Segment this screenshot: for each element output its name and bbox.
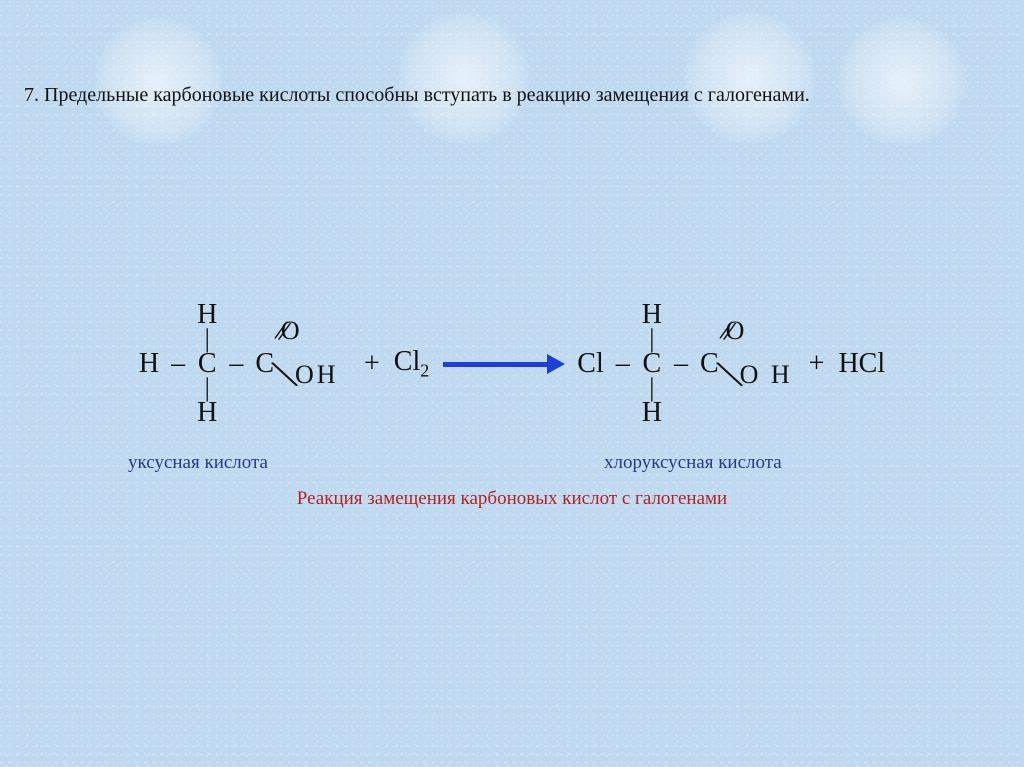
carboxyl-group: C ⫽ O ╲ O H [700,348,795,380]
atom-c: C [255,350,274,378]
bond: ╲ [273,360,297,390]
bond: – [227,350,245,378]
molecule-acetic-acid: H – H | C | H – C ⫽ O ╲ OH [139,300,350,427]
label-acetic-acid: уксусная кислота [128,452,268,474]
molecule-chloroacetic-acid: Cl – H | C | H – C ⫽ O ╲ O H [577,300,794,427]
molecule-cl2: Cl2 [394,346,429,382]
carboxyl-group: C ⫽ O ╲ OH [255,348,350,380]
atom-oh: OH [295,362,339,388]
plus-sign: + [809,348,825,380]
question-text: 7. Предельные карбоновые кислоты способн… [24,82,996,109]
atom-cl: Cl [577,350,603,378]
carbon-column: H | C | H [197,300,217,427]
arrow-shaft [443,362,553,367]
plus-sign: + [364,348,380,380]
bg-halo [684,12,816,144]
label-chloroacetic-acid: хлоруксусная кислота [604,452,782,474]
double-bond-o: ⫽ O [277,318,299,344]
subscript: 2 [420,360,429,380]
bond: ╲ [718,360,742,390]
bg-halo [398,12,530,144]
reaction-caption: Реакция замещения карбоновых кислот с га… [0,488,1024,510]
bond-vertical: | [649,329,654,349]
double-bond-o: ⫽ O [722,318,744,344]
atom-oh: O H [740,362,793,388]
bond-vertical: | [205,329,210,349]
reaction-arrow [443,357,563,371]
atom-h: H [139,350,159,378]
bond: – [672,350,690,378]
atom-h: H [197,398,217,427]
hydroxyl: ╲ OH [277,362,338,388]
question-number: 7. [24,84,39,106]
hydroxyl: ╲ O H [722,362,793,388]
question-body: Предельные карбоновые кислоты способны в… [44,84,810,106]
arrow-head [547,354,565,374]
molecule-hcl: HCl [838,348,885,380]
reaction-equation: H – H | C | H – C ⫽ O ╲ OH + Cl2 [0,300,1024,427]
atom-h: H [642,398,662,427]
atom-cl: Cl [394,346,420,377]
carbon-column: H | C | H [642,300,662,427]
bond-vertical: | [205,378,210,398]
bond: – [614,350,632,378]
bond-vertical: | [649,378,654,398]
atom-c: C [700,350,719,378]
bond: – [169,350,187,378]
